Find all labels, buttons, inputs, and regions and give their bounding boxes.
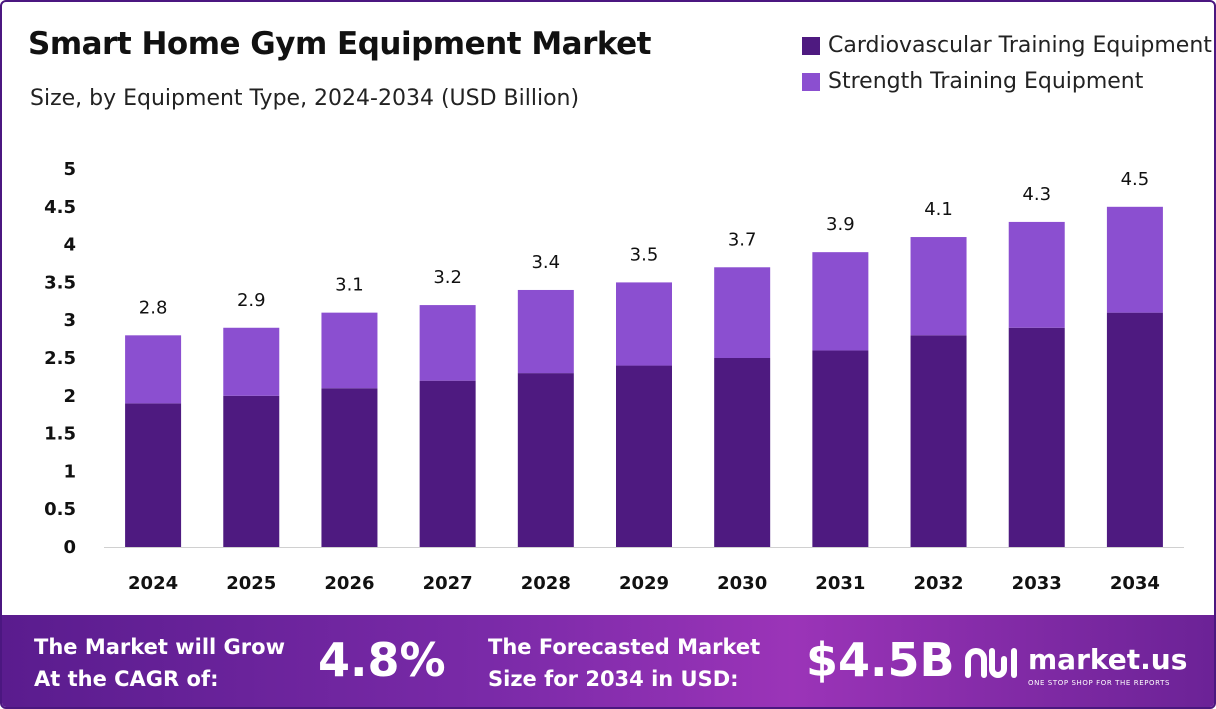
bar-total-label: 2.9 [237,290,266,311]
market-us-logo[interactable]: market.us ONE STOP SHOP FOR THE REPORTS [964,643,1194,693]
x-tick-label: 2028 [521,573,571,594]
y-tick-label: 0.5 [44,499,76,520]
x-tick-label: 2030 [717,573,767,594]
cagr-caption-line2: At the CAGR of: [34,667,219,691]
legend-item-strength: Strength Training Equipment [802,64,1212,100]
x-tick-label: 2026 [324,573,374,594]
bar-total-label: 3.4 [531,252,560,273]
bar-strength [125,335,182,404]
bar-cardiovascular [321,388,378,547]
y-tick-label: 2 [63,386,76,407]
legend-item-cardiovascular: Cardiovascular Training Equipment [802,28,1212,64]
y-tick-label: 4 [63,235,76,256]
bar-total-label: 3.1 [335,275,364,296]
y-tick-label: 1.5 [44,424,76,445]
x-tick-label: 2033 [1012,573,1062,594]
bar-cardiovascular [910,335,967,547]
bar-cardiovascular [714,358,771,547]
y-tick-label: 3.5 [44,272,76,293]
bar-cardiovascular [517,373,574,547]
bar-strength [517,289,574,374]
x-tick-label: 2032 [913,573,963,594]
x-tick-label: 2024 [128,573,178,594]
y-tick-label: 0 [63,537,76,558]
bar-strength [223,327,280,396]
y-tick-label: 1 [63,461,76,482]
legend: Cardiovascular Training Equipment Streng… [802,28,1212,100]
forecast-caption-line1: The Forecasted Market [488,635,761,659]
x-tick-label: 2029 [619,573,669,594]
bar-strength [1008,221,1065,328]
cagr-caption: The Market will Grow At the CAGR of: [34,631,285,695]
bar-strength [812,252,869,351]
legend-label-cardiovascular: Cardiovascular Training Equipment [828,33,1212,58]
bar-total-label: 3.2 [433,267,462,288]
bar-total-label: 4.1 [924,199,953,220]
chart-title: Smart Home Gym Equipment Market [28,26,652,62]
summary-banner: The Market will Grow At the CAGR of: 4.8… [2,615,1214,707]
logo-tagline: ONE STOP SHOP FOR THE REPORTS [1028,679,1171,687]
forecast-caption-line2: Size for 2034 in USD: [488,667,739,691]
y-tick-label: 2.5 [44,348,76,369]
chart-subtitle: Size, by Equipment Type, 2024-2034 (USD … [30,86,580,111]
forecast-caption: The Forecasted Market Size for 2034 in U… [488,631,760,695]
bar-total-label: 3.5 [630,244,659,265]
x-tick-label: 2027 [423,573,473,594]
bar-cardiovascular [419,380,476,547]
bar-total-label: 4.5 [1121,169,1150,190]
bar-strength [714,267,771,358]
cagr-caption-line1: The Market will Grow [34,635,285,659]
bar-strength [419,305,476,381]
legend-label-strength: Strength Training Equipment [828,69,1144,94]
bar-cardiovascular [223,395,280,547]
cagr-value: 4.8% [318,633,446,687]
bar-cardiovascular [1106,312,1163,547]
y-tick-label: 4.5 [44,197,76,218]
bar-cardiovascular [1008,327,1065,547]
bar-cardiovascular [125,403,182,547]
bar-total-label: 2.8 [139,297,168,318]
bar-strength [321,312,378,389]
bar-strength [1106,206,1163,313]
bar-cardiovascular [616,365,672,547]
x-tick-label: 2034 [1110,573,1160,594]
bar-strength [910,237,967,336]
logo-name: market.us [1028,643,1188,676]
bar-strength [616,282,672,366]
bar-cardiovascular [812,350,869,547]
y-tick-label: 3 [63,310,76,331]
bar-total-label: 3.9 [826,214,855,235]
forecast-value: $4.5B [806,633,955,687]
legend-swatch-strength [802,73,820,91]
bar-total-label: 3.7 [728,229,757,250]
market-us-logo-icon [965,648,1017,678]
x-tick-label: 2031 [815,573,865,594]
x-tick-label: 2025 [226,573,276,594]
stacked-bar-chart: 0 0.5 1 1.5 2 2.5 3 3.5 4 4.5 5 2.8 2024 2.9 2025 3.1 20… [44,159,1184,594]
y-tick-label: 5 [63,159,76,180]
bar-total-label: 4.3 [1022,184,1051,205]
legend-swatch-cardiovascular [802,37,820,55]
